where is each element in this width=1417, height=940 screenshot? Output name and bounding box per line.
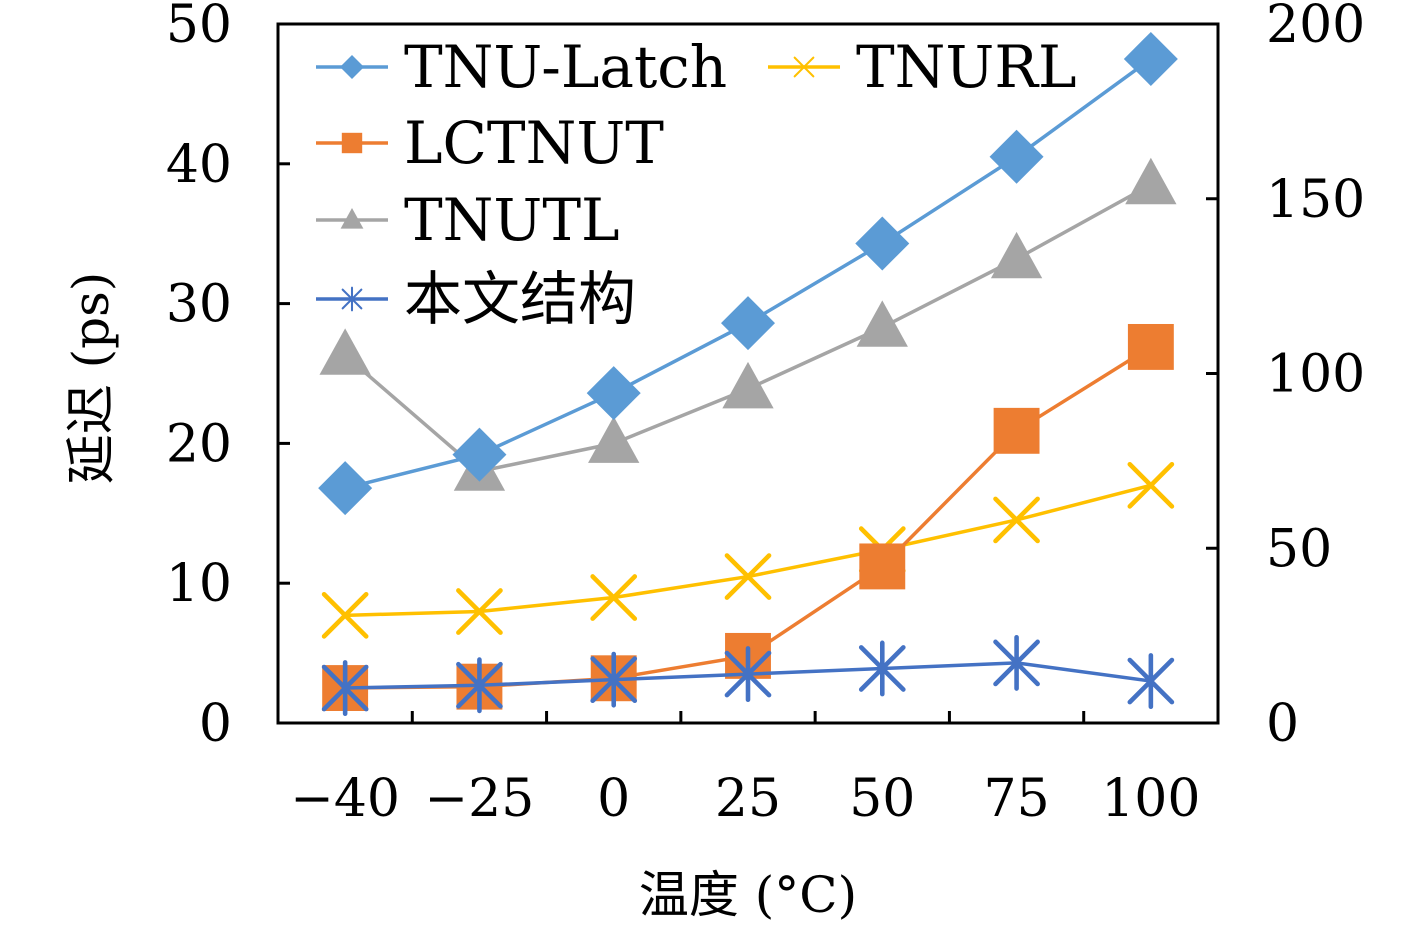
y-tick-label: 0 (199, 694, 232, 754)
x-tick-label: 50 (849, 769, 915, 829)
legend-label: 本文结构 (404, 265, 636, 333)
data-point (993, 634, 1040, 691)
legend-marker (341, 286, 363, 312)
legend-entry: LCTNUT (316, 109, 664, 177)
x-tick-label: 100 (1101, 769, 1200, 829)
x-tick-label: 75 (983, 769, 1049, 829)
data-point (724, 646, 772, 703)
x-axis-ticks: −40 −25 0 25 50 75 100 (290, 711, 1200, 829)
data-point (858, 640, 906, 697)
data-point (1127, 323, 1174, 370)
legend-marker (793, 56, 815, 78)
data-point (1127, 653, 1175, 710)
data-point (1123, 31, 1178, 86)
data-point (456, 588, 503, 635)
legend-entry: TNUTL (316, 186, 620, 254)
x-tick-label: 0 (597, 769, 630, 829)
data-point (456, 657, 503, 714)
data-point (990, 231, 1043, 279)
y-axis-title: 延迟 (ps) (62, 272, 120, 485)
legend-marker (340, 208, 364, 229)
y-tick-label: 20 (166, 414, 232, 474)
data-point (1125, 157, 1177, 205)
data-point (319, 328, 371, 375)
y2-tick-label: 50 (1266, 519, 1332, 579)
y2-tick-label: 0 (1266, 694, 1299, 754)
y-tick-label: 30 (166, 275, 232, 335)
legend-marker (340, 55, 364, 79)
series-0 (318, 31, 1178, 516)
data-point (993, 496, 1040, 544)
data-point (318, 461, 373, 516)
y2-axis-ticks: 0 50 100 150 200 (1206, 0, 1365, 754)
x-tick-label: 25 (715, 769, 781, 829)
legend-label: TNU-Latch (404, 33, 727, 101)
data-point (724, 553, 772, 600)
y2-tick-label: 200 (1266, 0, 1365, 55)
data-point (586, 366, 641, 421)
data-point (590, 651, 638, 708)
data-point (321, 591, 369, 639)
data-point (993, 407, 1040, 454)
data-point (588, 416, 640, 463)
series-layer (318, 31, 1178, 716)
y2-tick-label: 100 (1266, 345, 1365, 405)
data-point (859, 543, 906, 590)
y-tick-label: 40 (166, 135, 232, 195)
data-point (1127, 461, 1175, 509)
x-tick-label: −40 (290, 769, 400, 829)
legend-label: LCTNUT (404, 109, 664, 177)
y-tick-label: 50 (166, 0, 232, 55)
x-tick-label: −25 (425, 769, 535, 829)
y-axis-ticks: 0 10 20 30 40 50 (166, 0, 290, 754)
data-point (722, 361, 774, 409)
x-axis-title: 温度 (°C) (639, 866, 857, 924)
legend-label: TNURL (856, 33, 1077, 101)
legend-entry: TNURL (768, 33, 1077, 101)
data-point (590, 574, 638, 621)
series-1 (321, 461, 1175, 639)
data-point (855, 216, 910, 271)
legend-label: TNUTL (404, 186, 620, 254)
data-point (856, 300, 908, 347)
legend-marker (341, 132, 363, 154)
y-tick-label: 10 (166, 554, 232, 614)
legend: TNU-Latch TNURL LCTNUT TNUTL 本文结构 (316, 33, 1077, 333)
legend-entry: TNU-Latch (316, 33, 727, 101)
data-point (452, 427, 507, 482)
data-point (989, 129, 1044, 184)
data-point (321, 660, 369, 716)
y2-tick-label: 150 (1266, 170, 1365, 230)
legend-entry: 本文结构 (316, 265, 636, 333)
series-4 (321, 634, 1175, 716)
data-point (721, 296, 775, 351)
